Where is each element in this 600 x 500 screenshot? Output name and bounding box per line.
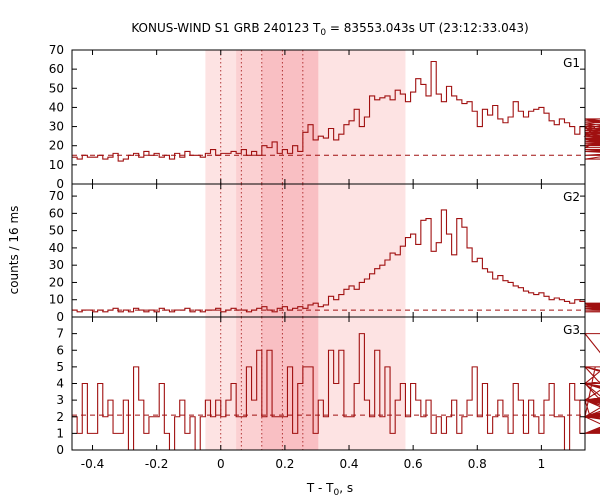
x-tick-label: 1	[538, 457, 546, 471]
y-tick-label: 40	[49, 100, 64, 114]
y-tick-label: 20	[49, 139, 64, 153]
y-tick-label: 40	[49, 241, 64, 255]
x-tick-label: -0.2	[145, 457, 168, 471]
panel-label-G1: G1	[563, 56, 580, 70]
y-tick-label: 60	[49, 62, 64, 76]
x-tick-label: 0.6	[404, 457, 423, 471]
y-tick-label: 30	[49, 120, 64, 134]
x-axis-label: T - T0, s	[306, 481, 353, 498]
y-tick-label: 6	[56, 343, 64, 357]
shaded-interval-2	[261, 317, 319, 450]
y-tick-label: 70	[49, 43, 64, 57]
y-tick-label: 5	[56, 360, 64, 374]
light-curve-step-G1	[72, 60, 600, 162]
y-tick-label: 0	[56, 177, 64, 191]
y-tick-label: 60	[49, 206, 64, 220]
light-curve-step-G2	[72, 209, 600, 313]
chart-title: KONUS-WIND S1 GRB 240123 T0 = 83553.043s…	[131, 21, 528, 38]
y-axis-label: counts / 16 ms	[7, 206, 21, 295]
panel-label-G3: G3	[563, 323, 580, 337]
y-tick-label: 10	[49, 293, 64, 307]
y-tick-label: 20	[49, 275, 64, 289]
panel-label-G2: G2	[563, 190, 580, 204]
x-tick-label: 0.4	[339, 457, 358, 471]
x-tick-label: 0	[217, 457, 225, 471]
y-tick-label: 10	[49, 158, 64, 172]
y-tick-label: 30	[49, 258, 64, 272]
y-tick-label: 0	[56, 310, 64, 324]
shaded-interval-2	[261, 50, 319, 184]
y-tick-label: 3	[56, 393, 64, 407]
y-tick-label: 2	[56, 410, 64, 424]
x-tick-label: -0.4	[81, 457, 104, 471]
y-tick-label: 50	[49, 81, 64, 95]
y-tick-label: 0	[56, 443, 64, 457]
x-tick-label: 0.8	[468, 457, 487, 471]
x-tick-label: 0.2	[275, 457, 294, 471]
shaded-interval-2	[261, 184, 319, 317]
y-tick-label: 1	[56, 426, 64, 440]
y-tick-label: 70	[49, 189, 64, 203]
y-tick-label: 4	[56, 377, 64, 391]
y-tick-label: 50	[49, 224, 64, 238]
y-tick-label: 7	[56, 327, 64, 341]
light-curve-step-G3	[72, 333, 600, 451]
